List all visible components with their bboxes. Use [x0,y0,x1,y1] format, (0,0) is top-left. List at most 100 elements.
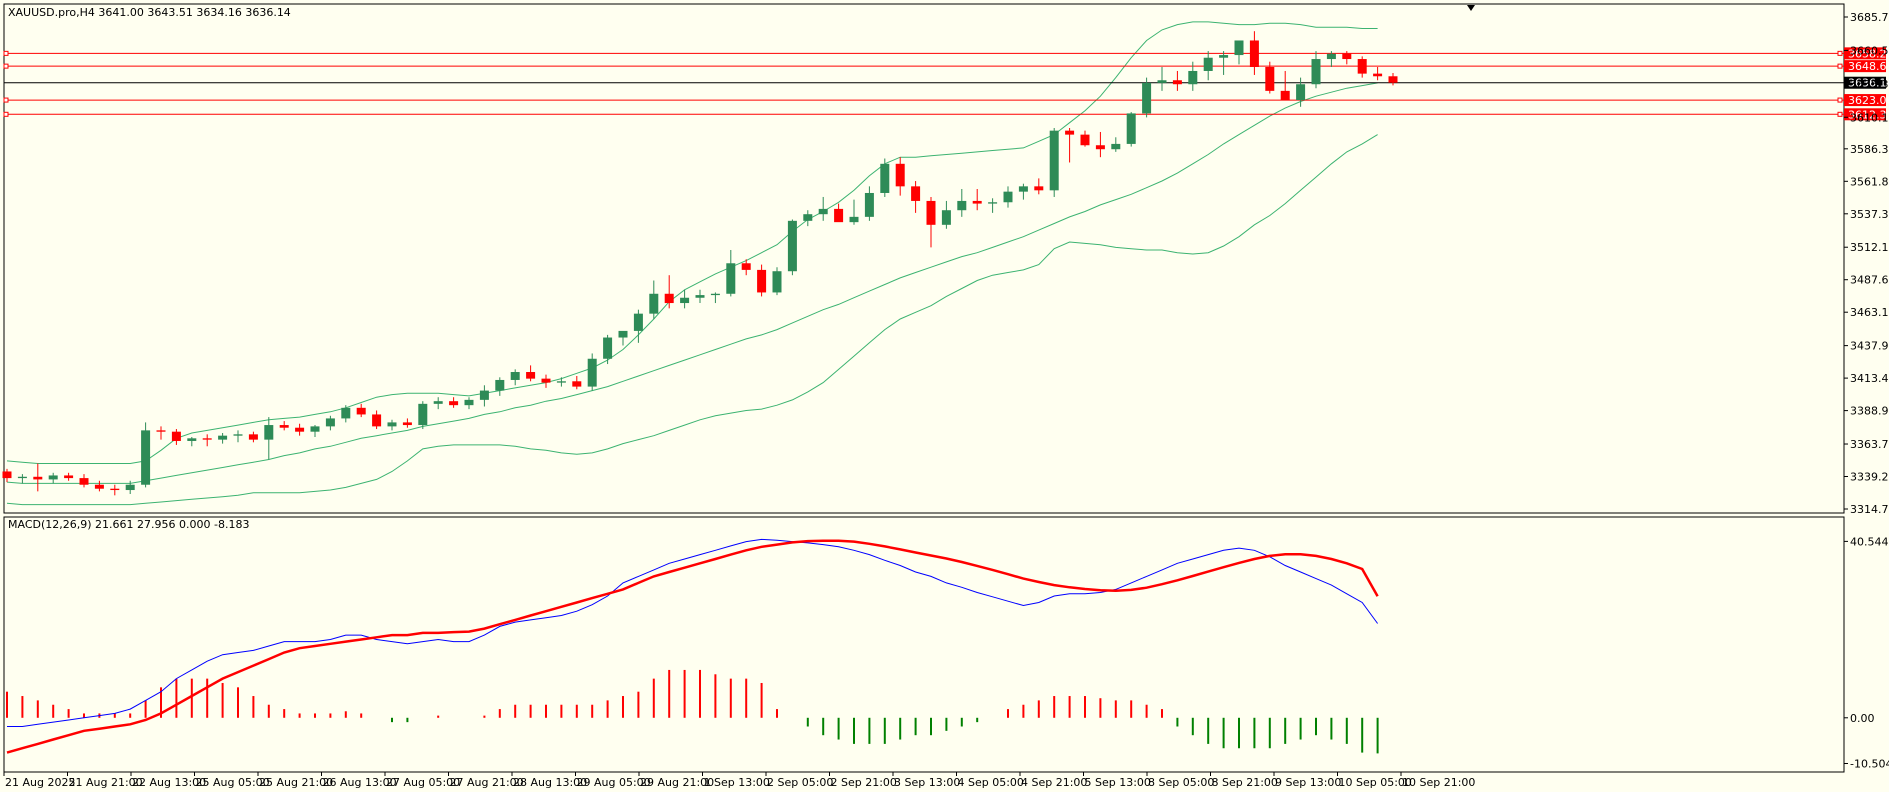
level-handle-right[interactable] [1837,50,1843,56]
time-tick-label: 27 Aug 21:00 [450,776,524,789]
candle-bear [356,407,366,415]
candle-bull [710,293,720,296]
current-price-label: 3636.14 [1848,77,1889,90]
candle-bull [510,372,520,380]
candle-bull [264,425,274,440]
candle-bear [79,478,89,485]
candle-bull [1049,130,1059,191]
macd-tick-label: -10.504 [1850,757,1889,770]
price-tick-label: 3660.50 [1850,44,1889,57]
time-tick-label: 4 Sep 05:00 [958,776,1024,789]
candle-bull [1219,55,1229,58]
level-handle-left[interactable] [3,63,9,69]
candle-bull [341,407,351,419]
candle-bull [556,381,566,383]
candle-bull [418,403,428,426]
macd-tick-label: 40.544 [1850,535,1889,548]
candle-bear [295,427,305,432]
level-handle-right[interactable] [1837,97,1843,103]
level-handle-left[interactable] [3,97,9,103]
candle-bull [1203,57,1213,71]
time-tick-label: 28 Aug 13:00 [513,776,587,789]
candle-bull [1188,70,1198,85]
level-handle-left[interactable] [3,50,9,56]
candle-bull [233,434,243,436]
candle-bull [1157,80,1167,83]
time-tick-label: 1 Sep 13:00 [704,776,770,789]
macd-header: MACD(12,26,9) 21.661 27.956 0.000 -8.183 [8,518,249,531]
candle-bull [1142,82,1152,114]
time-tick-label: 9 Sep 13:00 [1275,776,1341,789]
shift-marker-icon [1467,5,1475,11]
macd-signal-line [6,539,1379,754]
candle-bull [880,163,890,193]
price-tick-label: 3586.30 [1850,143,1889,156]
candle-bear [449,401,459,406]
candle-bear [110,488,120,491]
candle-bear [741,263,751,270]
time-tick-label: 25 Aug 21:00 [259,776,333,789]
macd-line [7,538,1379,727]
level-handle-right[interactable] [1837,111,1843,117]
macd-lines [6,538,1379,754]
candle-bull [218,435,228,440]
candle-bear [911,186,921,201]
candle-bear [248,434,258,440]
time-tick-label: 26 Aug 13:00 [323,776,397,789]
candle-bull [1296,84,1306,101]
candle-bull [988,202,998,204]
time-tick-label: 21 Aug 21:00 [69,776,143,789]
price-tick-label: 3339.20 [1850,471,1889,484]
candle-bear [972,200,982,204]
candle-bull [141,430,151,485]
candle-bull [48,475,58,480]
candle-bull [633,313,643,331]
candle-bull [17,476,27,479]
level-price-label: 3658.28 [1848,47,1889,60]
candle-bull [680,297,690,304]
candle-bear [1249,40,1259,67]
candle-bull [433,401,443,404]
time-tick-label: 27 Aug 05:00 [386,776,460,789]
time-tick-label: 29 Aug 05:00 [577,776,651,789]
price-tick-label: 3363.70 [1850,438,1889,451]
candle-bull [1234,40,1244,56]
candle-bear [664,293,674,304]
price-tick-label: 3487.60 [1850,274,1889,287]
price-tick-label: 3413.40 [1850,372,1889,385]
horizontal-levels[interactable] [3,50,1844,117]
level-handle-right[interactable] [1837,63,1843,69]
candle-bull [1111,143,1121,150]
level-price-label: 3612.33 [1848,108,1889,121]
level-price-label: 3623.06 [1848,94,1889,107]
candle-bull [957,200,967,211]
candlesticks [2,31,1398,496]
candle-bear [33,476,43,480]
candle-bull [495,379,505,391]
candle-bull [649,293,659,314]
level-price-label: 3648.65 [1848,60,1889,73]
candle-bear [834,208,844,223]
candle-bull [787,220,797,272]
price-tick-label: 3610.10 [1850,111,1889,124]
time-tick-label: 5 Sep 13:00 [1085,776,1151,789]
symbol-header: XAUUSD.pro,H4 3641.00 3643.51 3634.16 36… [8,6,291,19]
level-price-tag [1844,60,1886,73]
candle-bear [1172,80,1182,85]
candle-bear [1388,76,1398,83]
candle-bear [926,200,936,225]
level-handle-left[interactable] [3,111,9,117]
time-tick-label: 8 Sep 05:00 [1148,776,1214,789]
time-tick-label: 10 Sep 21:00 [1402,776,1475,789]
candle-bear [1357,59,1367,74]
macd-axis: 40.544 0.00 -10.504 [1844,535,1889,770]
candle-bear [402,422,412,426]
price-tick-label: 3685.70 [1850,11,1889,24]
candle-bull [479,390,489,400]
candle-bull [818,208,828,215]
candle-bull [187,438,197,441]
candle-bull [603,337,613,359]
candle-bear [526,372,536,379]
